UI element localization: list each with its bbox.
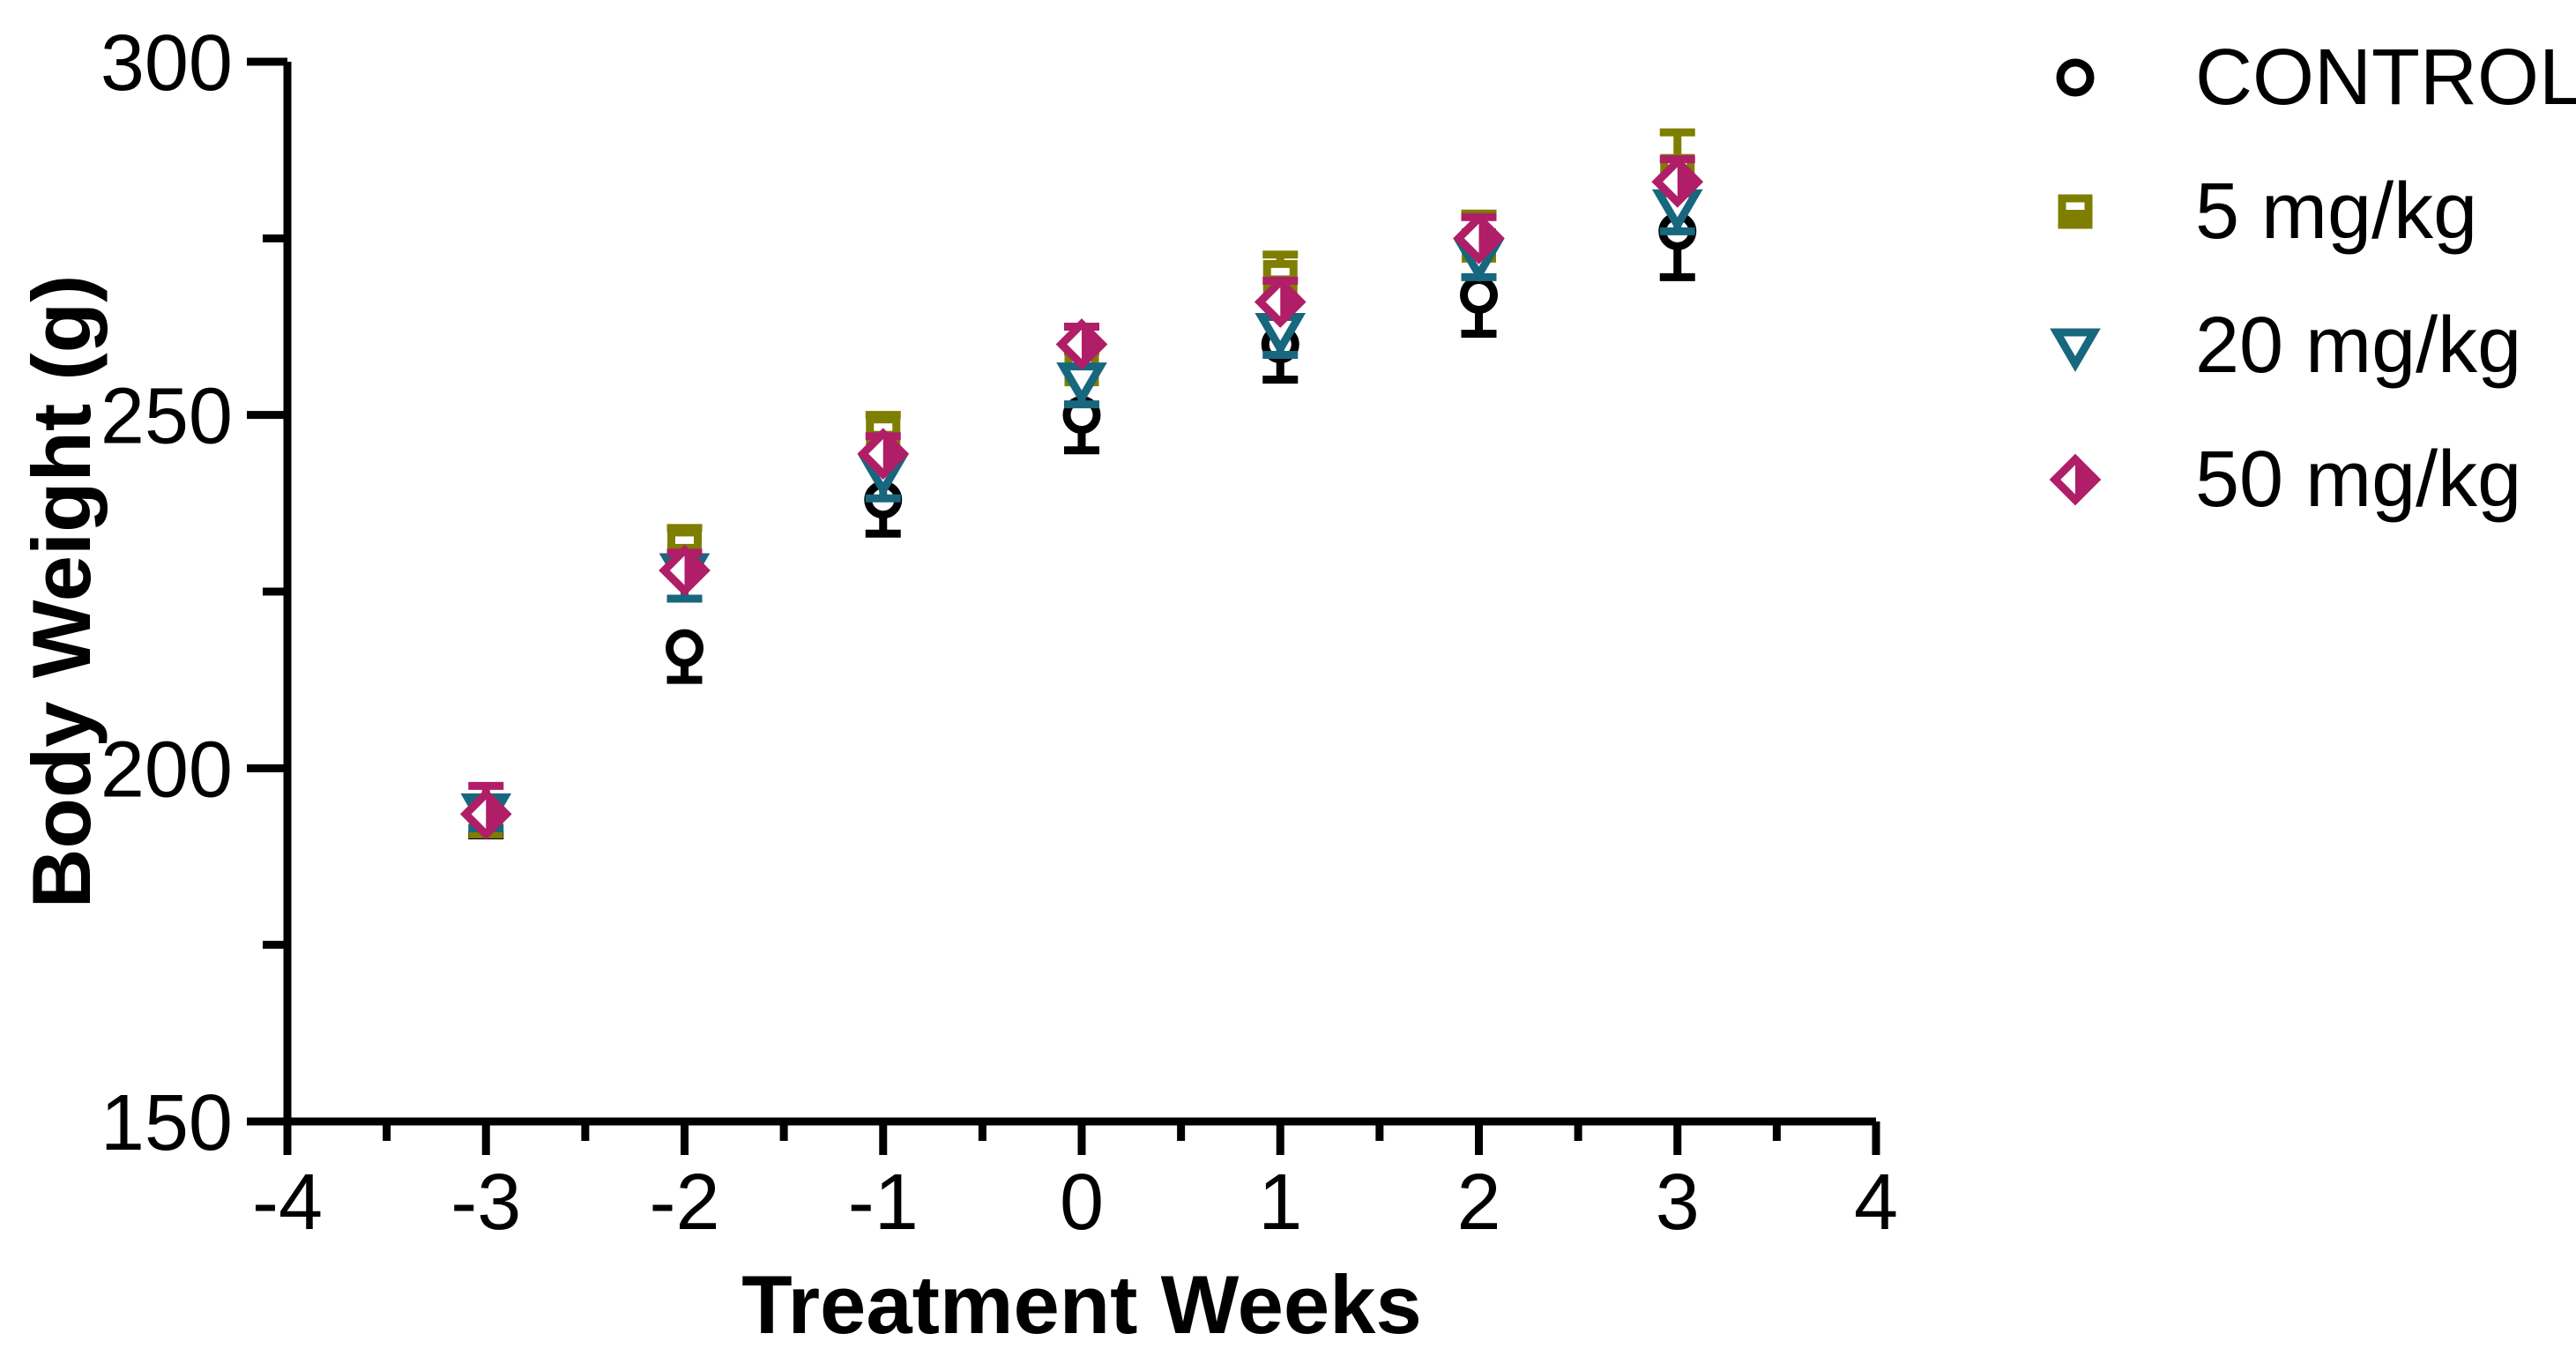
y-tick-label: 150 xyxy=(101,1079,233,1167)
legend-label: 5 mg/kg xyxy=(2195,167,2478,256)
legend-item-20mgkg: 20 mg/kg xyxy=(2049,279,2576,413)
diamond-marker xyxy=(1453,212,1505,264)
legend: CONTROL 5 mg/kg 20 mg/kg 50 mg/kg xyxy=(2049,11,2576,547)
diamond-marker xyxy=(1254,276,1307,328)
y-tick-label: 300 xyxy=(101,19,233,108)
data-point xyxy=(1254,276,1307,328)
series-5-mg-kg xyxy=(468,128,1695,838)
diamond-marker xyxy=(659,544,711,597)
diamond-marker xyxy=(857,428,910,481)
legend-item-50mgkg: 50 mg/kg xyxy=(2049,413,2576,547)
y-tick-label: 200 xyxy=(101,726,233,814)
diamond-marker xyxy=(459,788,512,840)
diamond-marker-icon xyxy=(2049,453,2102,506)
diamond-half-right-legend-glyph xyxy=(2049,453,2102,506)
y-tick-label: 250 xyxy=(101,373,233,461)
x-tick-label: -2 xyxy=(649,1159,719,1247)
x-tick-label: 0 xyxy=(1060,1159,1104,1247)
data-point xyxy=(1651,155,1704,208)
triangle-down-marker xyxy=(1056,362,1107,406)
x-tick-label: -1 xyxy=(848,1159,919,1247)
control-marker-icon xyxy=(2049,51,2102,104)
circle-open-legend-glyph xyxy=(2056,58,2095,97)
data-point xyxy=(459,788,512,840)
triangle-down-marker xyxy=(2050,328,2101,372)
square-marker xyxy=(2058,194,2093,229)
diamond-marker xyxy=(2049,453,2102,506)
x-tick-label: 3 xyxy=(1656,1159,1700,1247)
diamond-marker xyxy=(1651,155,1704,208)
x-axis-title: Treatment Weeks xyxy=(741,1258,1422,1351)
x-tick-label: 1 xyxy=(1258,1159,1302,1247)
square-marker-icon xyxy=(2049,185,2102,238)
x-tick-label: 4 xyxy=(1854,1159,1898,1247)
diamond-marker xyxy=(1055,318,1108,370)
y-axis-title: Body Weight (g) xyxy=(15,274,108,909)
data-point xyxy=(659,544,711,597)
x-tick-label: -4 xyxy=(252,1159,323,1247)
legend-item-5mgkg: 5 mg/kg xyxy=(2049,145,2576,279)
data-point xyxy=(1055,318,1108,370)
circle-marker xyxy=(2056,58,2095,97)
triangle-down-open-legend-glyph xyxy=(2050,328,2101,372)
series-50-mg-kg xyxy=(459,155,1704,840)
legend-item-control: CONTROL xyxy=(2049,11,2576,145)
legend-label: CONTROL xyxy=(2195,33,2576,122)
data-point xyxy=(666,629,704,667)
series-control xyxy=(466,212,1697,839)
data-point xyxy=(1460,275,1498,314)
triangle-marker-icon xyxy=(2049,319,2102,372)
x-tick-label: 2 xyxy=(1456,1159,1500,1247)
legend-label: 20 mg/kg xyxy=(2195,301,2522,390)
data-point xyxy=(1453,212,1505,264)
circle-marker xyxy=(666,629,704,667)
square-half-bottom-legend-glyph xyxy=(2058,194,2093,229)
series-20-mg-kg xyxy=(460,189,1703,838)
data-point xyxy=(857,428,910,481)
axes-spine xyxy=(283,62,1876,1126)
x-tick-label: -3 xyxy=(450,1159,521,1247)
legend-label: 50 mg/kg xyxy=(2195,435,2522,524)
circle-marker xyxy=(1460,275,1498,314)
data-point xyxy=(1056,362,1107,406)
